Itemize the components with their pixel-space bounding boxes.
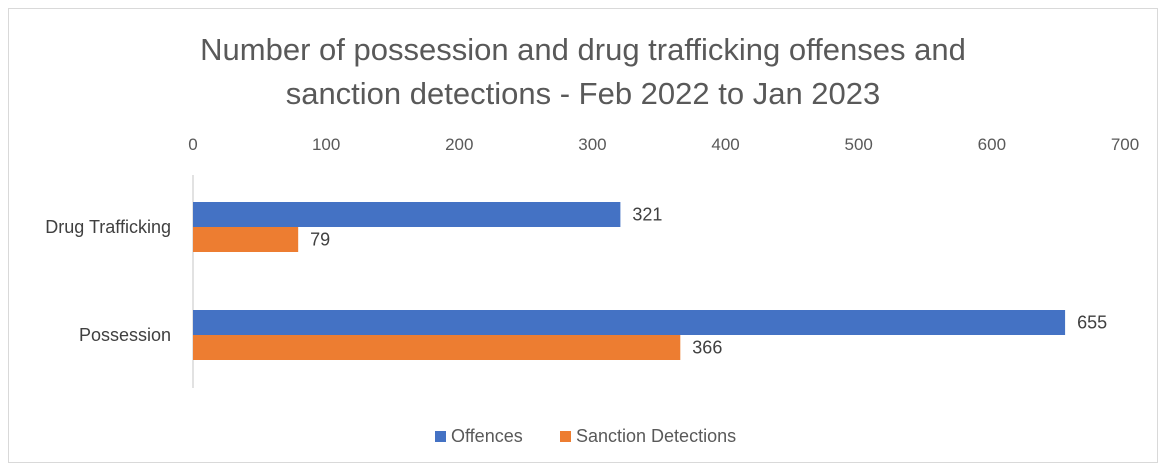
category-labels: Drug Trafficking Possession — [45, 217, 171, 345]
x-tick-label: 500 — [845, 135, 873, 154]
chart-title: Number of possession and drug traffickin… — [0, 28, 1166, 116]
x-tick-label: 700 — [1111, 135, 1139, 154]
x-tick-label: 400 — [711, 135, 739, 154]
data-label-offences: 655 — [1077, 313, 1107, 333]
legend: Offences Sanction Detections — [435, 426, 736, 446]
x-tick-label: 0 — [188, 135, 197, 154]
chart-title-line-2: sanction detections - Feb 2022 to Jan 20… — [285, 76, 881, 111]
bar-sanction-detections — [193, 227, 299, 252]
bar-offences — [193, 202, 621, 227]
legend-label-offences: Offences — [451, 426, 523, 446]
chart-title-line-1: Number of possession and drug traffickin… — [200, 32, 966, 67]
x-tick-label: 600 — [978, 135, 1006, 154]
legend-swatch-sanction-detections — [560, 431, 571, 442]
legend-label-sanction-detections: Sanction Detections — [576, 426, 736, 446]
bar-sanction-detections — [193, 335, 681, 360]
data-label-sanction-detections: 366 — [692, 338, 722, 358]
category-label: Possession — [79, 325, 171, 345]
data-label-offences: 321 — [632, 205, 662, 225]
x-tick-label: 300 — [578, 135, 606, 154]
bar-offences — [193, 310, 1066, 335]
x-axis-ticks: 0 100 200 300 400 500 600 700 — [188, 135, 1139, 154]
category-label: Drug Trafficking — [45, 217, 171, 237]
bars: 321 79 655 366 — [193, 202, 1107, 360]
x-tick-label: 100 — [312, 135, 340, 154]
x-tick-label: 200 — [445, 135, 473, 154]
data-label-sanction-detections: 79 — [310, 230, 330, 250]
legend-swatch-offences — [435, 431, 446, 442]
